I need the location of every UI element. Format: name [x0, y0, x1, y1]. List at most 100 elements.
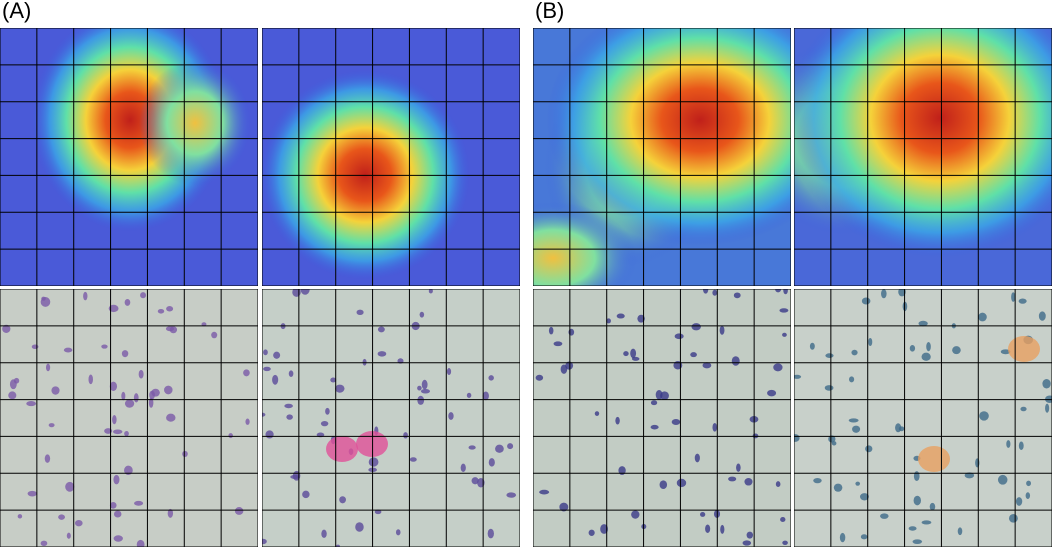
- cell: [121, 350, 129, 358]
- cell: [623, 351, 629, 357]
- cell: [659, 480, 668, 490]
- image-content: [262, 289, 520, 547]
- cell: [655, 389, 663, 400]
- cell: [355, 522, 364, 532]
- cell: [731, 356, 740, 366]
- cell: [409, 457, 417, 462]
- cell: [809, 342, 815, 350]
- cell: [395, 529, 401, 536]
- cell: [164, 385, 173, 395]
- cell: [746, 531, 754, 539]
- cell: [88, 374, 93, 385]
- cell: [929, 502, 936, 511]
- cell: [44, 454, 51, 463]
- cell: [330, 377, 337, 383]
- cell: [495, 444, 504, 453]
- cell: [63, 347, 73, 353]
- cell: [234, 507, 244, 515]
- image-content: [0, 289, 258, 547]
- cell: [694, 453, 700, 463]
- cell: [75, 519, 83, 527]
- cell: [712, 289, 718, 296]
- image: [794, 289, 1052, 547]
- cell: [825, 353, 834, 358]
- cell: [1038, 311, 1046, 321]
- cell: [182, 450, 188, 457]
- cell: [565, 361, 574, 370]
- cell: [374, 509, 382, 515]
- cell: [1020, 406, 1027, 412]
- cell: [978, 312, 987, 322]
- cell: [775, 289, 782, 293]
- cell: [720, 524, 725, 534]
- cell: [8, 391, 17, 400]
- cell: [849, 376, 855, 383]
- cell: [377, 351, 387, 357]
- cell: [48, 423, 55, 428]
- cell: [912, 539, 923, 545]
- cell: [674, 333, 684, 340]
- cell: [446, 368, 452, 376]
- cell: [918, 320, 928, 327]
- image-content: [0, 28, 258, 286]
- cell: [506, 492, 517, 498]
- cell: [27, 490, 37, 497]
- cell: [1026, 480, 1032, 487]
- cell: [109, 381, 118, 392]
- cell: [616, 313, 625, 319]
- cell: [356, 309, 364, 316]
- cell: [1015, 497, 1023, 506]
- cell: [134, 500, 144, 506]
- cell: [417, 385, 422, 391]
- image: [533, 28, 791, 286]
- cell: [320, 421, 329, 427]
- cell: [861, 297, 871, 305]
- cell: [568, 328, 575, 336]
- cell: [1000, 349, 1011, 355]
- cell: [325, 407, 330, 415]
- cell: [615, 416, 620, 425]
- cell: [705, 524, 711, 534]
- cell: [488, 458, 495, 467]
- cell: [272, 374, 279, 385]
- cell: [913, 471, 920, 482]
- cell: [676, 478, 687, 488]
- cell: [417, 395, 425, 405]
- cell: [300, 289, 310, 295]
- cell: [594, 411, 600, 416]
- cell: [419, 311, 425, 318]
- cell: [719, 325, 725, 335]
- cell: [113, 535, 123, 542]
- cell: [262, 412, 266, 417]
- stained-cell: [356, 431, 388, 457]
- cell: [302, 490, 310, 499]
- cell: [140, 292, 147, 299]
- image: [0, 28, 258, 286]
- cell: [109, 501, 117, 509]
- cell: [17, 514, 23, 519]
- cell: [41, 296, 46, 301]
- cell: [157, 308, 165, 314]
- cell: [975, 458, 980, 468]
- cell: [957, 527, 963, 536]
- cell: [690, 352, 697, 358]
- cell: [650, 400, 658, 406]
- cell: [1042, 379, 1051, 389]
- cell: [124, 298, 131, 306]
- image: [0, 289, 258, 547]
- cell: [9, 379, 17, 390]
- cell: [921, 520, 932, 525]
- image-content: [794, 289, 1052, 547]
- cell: [828, 435, 836, 443]
- cell: [868, 337, 873, 347]
- cell: [600, 524, 608, 534]
- cell: [880, 513, 889, 519]
- background: [533, 289, 791, 547]
- cell: [245, 418, 250, 425]
- cell: [487, 528, 494, 539]
- cell: [824, 385, 834, 391]
- stained-cell: [918, 446, 950, 472]
